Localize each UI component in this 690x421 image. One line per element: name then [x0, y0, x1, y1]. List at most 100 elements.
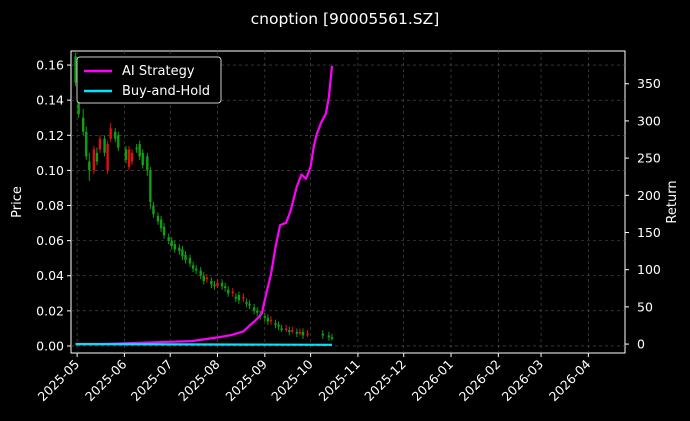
x-tick-label: 2026-01 [409, 357, 457, 405]
x-tick-label: 2026-03 [499, 357, 547, 405]
candle-body [191, 265, 195, 269]
candle-body [321, 333, 325, 336]
candle-body [274, 323, 277, 325]
candle-body [85, 131, 88, 157]
x-tick-label: 2025-07 [128, 357, 176, 405]
y2-axis-label: Return [665, 180, 680, 223]
candle-body [288, 330, 291, 332]
candle-body [188, 258, 192, 264]
candle-body [194, 268, 198, 271]
y2-tick-label: 100 [637, 262, 661, 277]
x-tick-label: 2026-04 [546, 356, 594, 404]
y-tick-label: 0.02 [36, 303, 64, 318]
x-tick-label: 2025-09 [222, 356, 270, 404]
candle-body [88, 161, 91, 171]
y2-tick-label: 50 [637, 299, 653, 314]
candle-body [295, 331, 299, 334]
x-tick-label: 2025-05 [35, 357, 83, 405]
candle-body [226, 289, 230, 294]
candle-body [109, 128, 112, 139]
candle-body [167, 237, 170, 241]
candle-body [237, 295, 241, 301]
candle-body [181, 249, 184, 257]
candle-body [327, 335, 331, 338]
candle-body [162, 226, 166, 236]
candle-body [127, 149, 131, 167]
candle-body [284, 328, 288, 331]
y-tick-label: 0.08 [36, 198, 64, 213]
candle-body [255, 310, 259, 313]
candle-body [277, 324, 280, 327]
candle-body [220, 282, 224, 287]
candle-body [170, 240, 173, 246]
x-tick-label: 2025-12 [361, 357, 409, 405]
candle-body [117, 135, 120, 148]
y2-tick-label: 300 [637, 113, 661, 128]
candle-body [152, 205, 155, 215]
candle-body [223, 286, 227, 289]
x-tick-label: 2025-10 [268, 356, 316, 404]
y-tick-label: 0.12 [36, 128, 64, 143]
y-tick-label: 0.00 [36, 338, 64, 353]
y-tick-label: 0.06 [36, 233, 64, 248]
x-tick-label: 2025-08 [175, 356, 223, 404]
plot-frame [70, 50, 626, 354]
candle-body [82, 117, 85, 132]
candle-body [74, 56, 77, 83]
y2-tick-label: 200 [637, 188, 661, 203]
candle-body [103, 138, 106, 153]
legend-box [76, 56, 222, 104]
candle-body [263, 316, 267, 318]
candle-body [159, 219, 163, 229]
chart-title: cnoption [90005561.SZ] [251, 10, 440, 28]
candle-body [306, 333, 309, 336]
candle-body [199, 270, 202, 276]
x-tick-label: 2026-02 [456, 357, 504, 405]
candlesticks [74, 52, 334, 341]
buy-and-hold-line [75, 343, 333, 346]
candle-body [205, 277, 209, 280]
y2-tick-label: 250 [637, 151, 661, 166]
candle-body [213, 284, 216, 287]
y-axis-label: Price [10, 186, 25, 218]
x-tick-label: 2025-11 [315, 357, 363, 405]
candle-body [202, 275, 205, 282]
candle-body [95, 152, 99, 162]
series-lines [75, 65, 334, 346]
y-tick-label: 0.14 [36, 93, 64, 108]
x-tick-label: 2025-06 [82, 356, 130, 404]
legend: AI Strategy Buy-and-Hold [76, 56, 222, 104]
candle-body [178, 247, 181, 252]
candle-body [141, 152, 144, 166]
y-tick-label: 0.04 [36, 268, 64, 283]
candle-body [114, 131, 117, 139]
candle-body [173, 244, 176, 250]
candle-body [92, 149, 96, 171]
candle-body [301, 331, 305, 336]
y-tick-label: 0.10 [36, 163, 64, 178]
candle-body [280, 328, 283, 331]
candle-body [298, 331, 302, 334]
grid-lines [71, 51, 625, 353]
candle-body [106, 144, 109, 171]
candle-body [266, 317, 270, 322]
candle-body [216, 282, 219, 287]
ai-strategy-line [75, 65, 334, 346]
candle-body [234, 296, 238, 299]
candle-body [248, 303, 251, 306]
candle-body [210, 281, 213, 285]
candle-body [124, 149, 128, 160]
candle-body [138, 144, 141, 157]
candle-body [135, 147, 138, 150]
y2-tick-label: 0 [637, 337, 645, 352]
y2-tick-label: 150 [637, 225, 661, 240]
candle-body [149, 170, 152, 202]
candle-body [242, 296, 245, 299]
y-tick-label: 0.16 [36, 58, 64, 73]
candle-body [146, 156, 149, 171]
candle-body [252, 307, 256, 311]
candle-body [184, 254, 187, 260]
candle-body [130, 152, 134, 162]
